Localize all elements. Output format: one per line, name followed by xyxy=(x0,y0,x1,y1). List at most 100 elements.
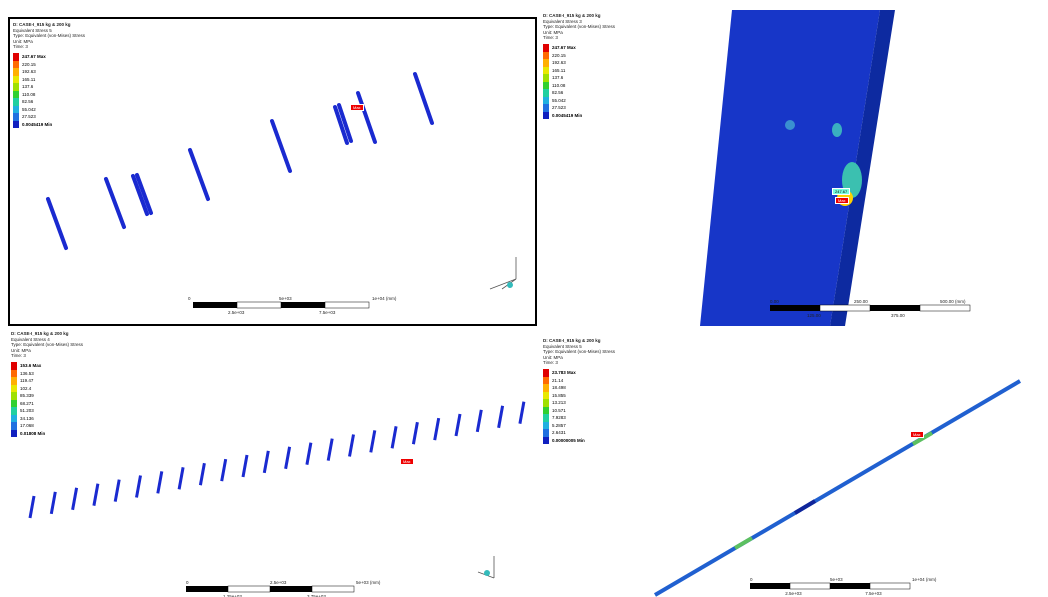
legend-swatch xyxy=(543,112,549,120)
legend-swatch xyxy=(11,377,17,385)
legend-swatch xyxy=(543,67,549,75)
legend-row: 137.6 xyxy=(13,83,52,91)
legend-swatch xyxy=(11,422,17,430)
legend-row: 18.498 xyxy=(543,384,585,392)
legend-row: 220.15 xyxy=(13,61,52,69)
legend: 247.67 Max220.15192.63165.11137.6110.088… xyxy=(543,44,582,119)
legend-swatch xyxy=(543,104,549,112)
legend-swatch xyxy=(11,392,17,400)
header-line: Type: Equivalent (von-Mises) Stress xyxy=(11,342,83,348)
legend-label: 68.271 xyxy=(20,401,34,406)
legend-row: 68.271 xyxy=(11,400,45,408)
legend-row: 51.203 xyxy=(11,407,45,415)
legend-swatch xyxy=(543,399,549,407)
legend-label: 7.9283 xyxy=(552,415,566,420)
legend-swatch xyxy=(13,91,19,99)
legend-row: 220.15 xyxy=(543,52,582,60)
legend-label: 192.63 xyxy=(552,60,566,65)
legend-swatch xyxy=(11,430,17,438)
legend-label: 17.068 xyxy=(20,423,34,428)
member xyxy=(307,443,311,465)
legend-label: 15.855 xyxy=(552,393,566,398)
scale-label: 0 xyxy=(750,577,753,582)
scale-label: 5e+03 xyxy=(279,296,292,301)
scale-label: 2.5e+03 xyxy=(228,310,244,315)
result-tag: Max xyxy=(835,197,849,204)
legend-label: 18.498 xyxy=(552,385,566,390)
legend-label: 2.6431 xyxy=(552,430,566,435)
legend-label: 0.0045419 Min xyxy=(22,122,52,127)
member xyxy=(200,463,204,485)
panel: D: CASE-I_915 kg & 200 kgEquivalent Stre… xyxy=(8,17,537,326)
legend-row: 82.56 xyxy=(543,89,582,97)
result-tag: Max xyxy=(350,104,364,111)
legend-label: 137.6 xyxy=(552,75,563,80)
scale-label: 375.00 xyxy=(891,313,905,318)
model-view xyxy=(10,19,537,326)
header-line: Type: Equivalent (von-Mises) Stress xyxy=(543,349,615,355)
legend-swatch xyxy=(543,97,549,105)
legend-swatch xyxy=(13,106,19,114)
header-line: Type: Equivalent (von-Mises) Stress xyxy=(543,24,615,30)
legend-row: 102.4 xyxy=(11,385,45,393)
legend-label: 192.63 xyxy=(22,69,36,74)
legend-label: 21.14 xyxy=(552,378,563,383)
legend-swatch xyxy=(543,52,549,60)
legend-row: 119.47 xyxy=(11,377,45,385)
legend-label: 55.042 xyxy=(22,107,36,112)
member xyxy=(413,422,417,444)
legend-swatch xyxy=(11,370,17,378)
member xyxy=(456,414,460,436)
scale-label: 250.00 xyxy=(854,299,868,304)
legend-label: 34.136 xyxy=(20,416,34,421)
header-line: Time: 3 xyxy=(543,35,615,41)
scale-label: 0 xyxy=(186,580,189,585)
result-tag: Max xyxy=(400,458,414,465)
legend-label: 110.08 xyxy=(552,83,565,88)
legend-swatch xyxy=(13,68,19,76)
member xyxy=(371,430,375,452)
legend-label: 51.203 xyxy=(20,408,34,413)
legend-label: 85.339 xyxy=(20,393,34,398)
header-line: Type: Equivalent (von-Mises) Stress xyxy=(13,33,85,39)
scale-label: 500.00 (mm) xyxy=(940,299,966,304)
legend-label: 137.6 xyxy=(22,84,33,89)
scale-label: 5e+03 (mm) xyxy=(356,580,380,585)
legend-row: 85.339 xyxy=(11,392,45,400)
legend-label: 220.15 xyxy=(22,62,36,67)
legend-swatch xyxy=(13,53,19,61)
legend-swatch xyxy=(543,414,549,422)
member xyxy=(392,426,396,448)
legend-row: 27.523 xyxy=(13,113,52,121)
member xyxy=(115,480,119,502)
legend-swatch xyxy=(543,59,549,67)
scale-label: 7.5e+03 xyxy=(865,591,881,596)
legend-label: 0.01808 Min xyxy=(20,431,45,436)
legend-swatch xyxy=(13,113,19,121)
legend-row: 10.571 xyxy=(543,407,585,415)
member xyxy=(243,455,247,477)
legend-swatch xyxy=(543,82,549,90)
header-line: Time: 3 xyxy=(543,360,615,366)
legend-label: 119.47 xyxy=(20,378,33,383)
legend-swatch xyxy=(13,121,19,129)
member xyxy=(179,467,183,489)
legend-row: 153.6 Max xyxy=(11,362,45,370)
legend-label: 165.11 xyxy=(552,68,565,73)
legend-swatch xyxy=(543,407,549,415)
header-line: Time: 3 xyxy=(13,44,85,50)
result-tag: 247.67 xyxy=(832,188,850,195)
legend-label: 82.56 xyxy=(552,90,563,95)
legend-swatch xyxy=(11,415,17,423)
scale-label: 2.5e+03 xyxy=(785,591,801,596)
scale-label: 0.00 xyxy=(770,299,779,304)
legend-swatch xyxy=(543,392,549,400)
panel: D: CASE-I_915 kg & 200 kgEquivalent Stre… xyxy=(540,335,1048,597)
member xyxy=(499,406,503,428)
legend-swatch xyxy=(13,76,19,84)
legend-label: 82.56 xyxy=(22,99,33,104)
scale-label: 2.5e+03 xyxy=(270,580,286,585)
